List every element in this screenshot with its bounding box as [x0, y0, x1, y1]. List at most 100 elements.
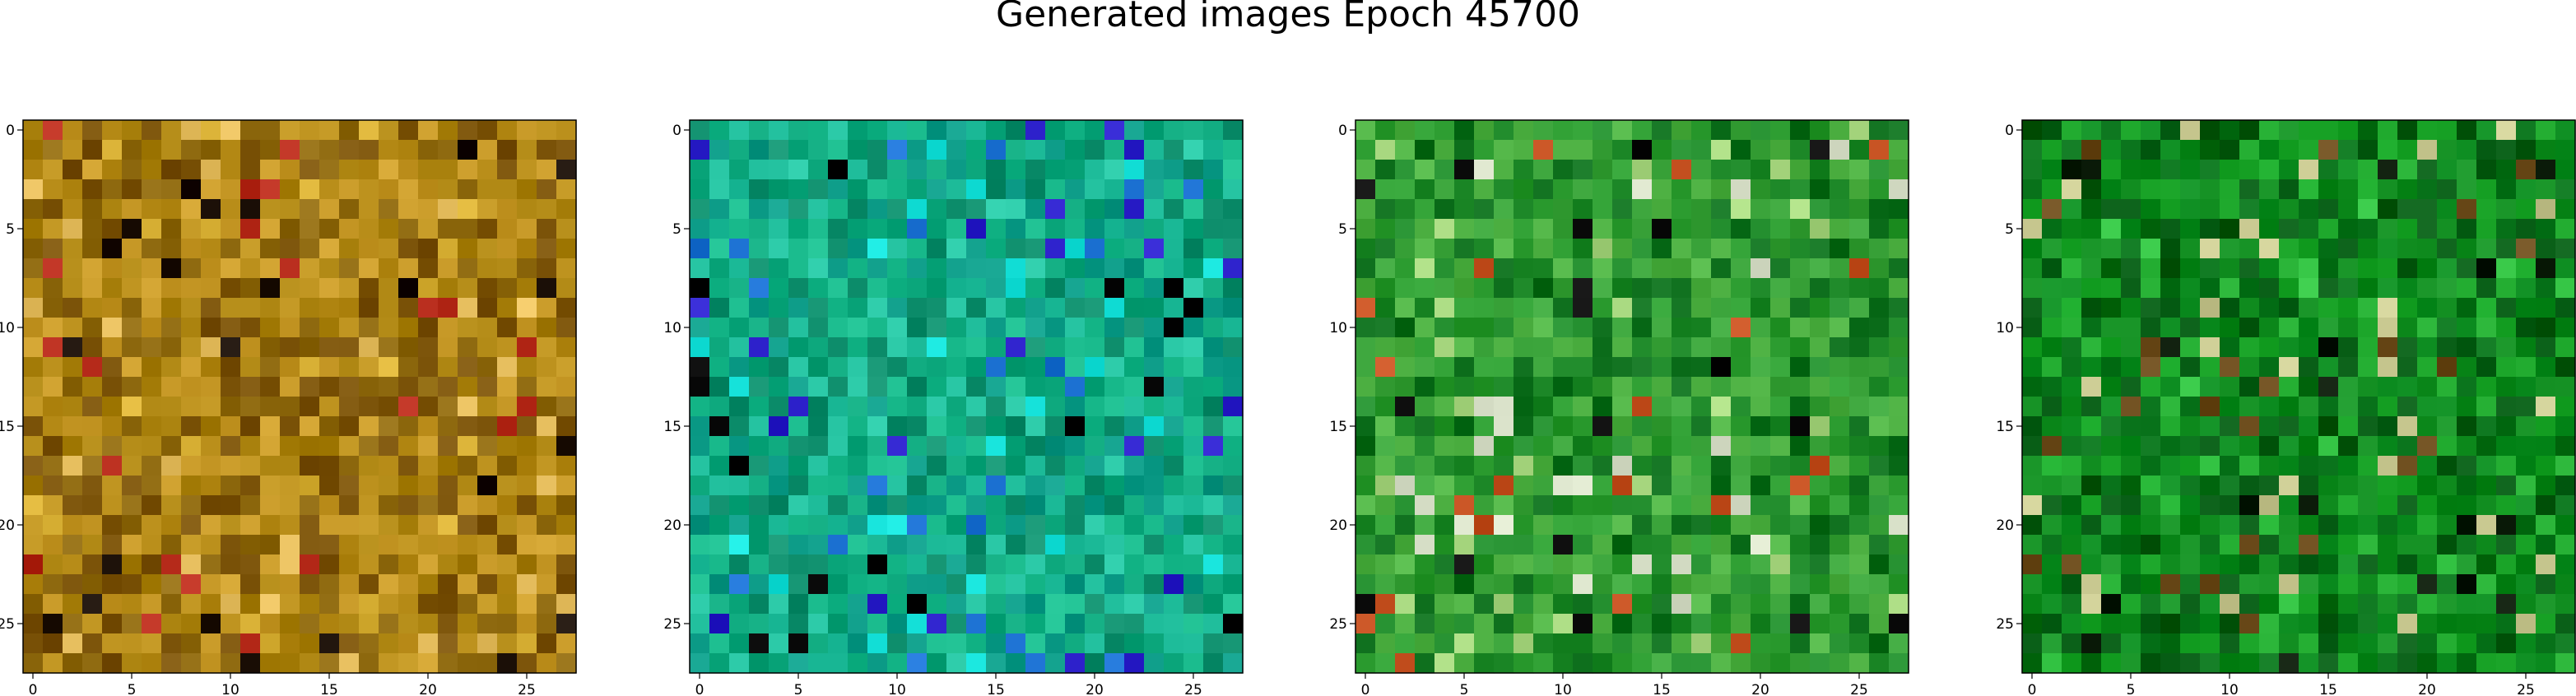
- pixel-cell: [1494, 258, 1514, 279]
- pixel-cell: [867, 337, 888, 358]
- pixel-cell: [2555, 554, 2576, 575]
- pixel-cell: [1203, 574, 1224, 595]
- pixel-cell: [1790, 476, 1811, 496]
- pixel-cell: [1553, 495, 1574, 516]
- pixel-cell: [2417, 140, 2438, 160]
- pixel-cell: [517, 554, 537, 575]
- pixel-cell: [2022, 416, 2043, 437]
- pixel-cell: [1124, 298, 1145, 318]
- pixel-cell: [2417, 160, 2438, 180]
- pixel-cell: [1454, 594, 1475, 615]
- pixel-cell: [2239, 120, 2260, 141]
- pixel-cell: [1065, 495, 1086, 516]
- pixel-cell: [1375, 456, 1396, 476]
- pixel-cell: [122, 476, 142, 496]
- pixel-cell: [359, 239, 379, 259]
- pixel-cell: [1810, 614, 1830, 634]
- pixel-cell: [102, 574, 123, 595]
- pixel-cell: [398, 633, 419, 654]
- pixel-cell: [2397, 377, 2418, 397]
- pixel-cell: [2378, 495, 2398, 516]
- pixel-cell: [398, 278, 419, 299]
- pixel-cell: [359, 456, 379, 476]
- pixel-cell: [1025, 397, 1046, 417]
- pixel-cell: [1375, 476, 1396, 496]
- pixel-cell: [517, 298, 537, 318]
- pixel-cell: [2476, 120, 2497, 141]
- pixel-cell: [729, 258, 750, 279]
- pixel-cell: [2318, 357, 2339, 378]
- pixel-cell: [517, 476, 537, 496]
- pixel-cell: [221, 258, 241, 279]
- pixel-cell: [1612, 160, 1633, 180]
- pixel-cell: [556, 535, 577, 555]
- pixel-cell: [2279, 160, 2299, 180]
- pixel-cell: [418, 653, 439, 674]
- pixel-cell: [398, 120, 419, 141]
- pixel-cell: [23, 397, 44, 417]
- pixel-cell: [966, 219, 987, 239]
- pixel-cell: [418, 614, 439, 634]
- pixel-cell: [517, 377, 537, 397]
- pixel-cell: [2338, 318, 2359, 338]
- pixel-cell: [537, 614, 557, 634]
- pixel-cell: [82, 298, 103, 318]
- pixel-cell: [1104, 574, 1125, 595]
- pixel-cell: [2516, 653, 2536, 674]
- pixel-cell: [1573, 574, 1593, 595]
- pixel-cell: [1415, 554, 1435, 575]
- pixel-cell: [1415, 140, 1435, 160]
- pixel-cell: [458, 633, 478, 654]
- pixel-cell: [260, 653, 281, 674]
- pixel-cell: [1790, 515, 1811, 536]
- pixel-cell: [2437, 476, 2457, 496]
- pixel-cell: [2042, 179, 2062, 200]
- pixel-cell: [1124, 337, 1145, 358]
- pixel-cell: [418, 397, 439, 417]
- pixel-cell: [339, 653, 360, 674]
- generated-image-panel-2: 0 5 10 15 20 25 0 5 10 15 20 25: [663, 119, 1244, 696]
- pixel-cell: [1830, 397, 1850, 417]
- pixel-cell: [2220, 377, 2240, 397]
- pixel-cell: [1203, 495, 1224, 516]
- pixel-cell: [359, 219, 379, 239]
- pixel-cell: [1395, 594, 1416, 615]
- pixel-cell: [1164, 199, 1184, 220]
- pixel-cell: [23, 120, 44, 141]
- pixel-cell: [1889, 633, 1909, 654]
- pixel-cell: [458, 456, 478, 476]
- pixel-cell: [2062, 653, 2082, 674]
- pixel-cell: [2318, 594, 2339, 615]
- pixel-cell: [2180, 337, 2201, 358]
- pixel-cell: [1889, 456, 1909, 476]
- pixel-cell: [2417, 397, 2438, 417]
- pixel-cell: [477, 495, 498, 516]
- pixel-cell: [497, 120, 518, 141]
- pixel-cell: [142, 535, 162, 555]
- pixel-cell: [788, 535, 809, 555]
- pixel-cell: [181, 456, 202, 476]
- pixel-cell: [1849, 298, 1870, 318]
- pixel-cell: [201, 515, 221, 536]
- pixel-cell: [1164, 535, 1184, 555]
- pixel-cell: [1889, 495, 1909, 516]
- pixel-cell: [1355, 120, 1376, 141]
- pixel-cell: [1085, 199, 1105, 220]
- pixel-cell: [2437, 239, 2457, 259]
- pixel-cell: [260, 219, 281, 239]
- pixel-cell: [2496, 258, 2517, 279]
- pixel-cell: [1355, 633, 1376, 654]
- pixel-cell: [749, 337, 770, 358]
- pixel-cell: [1672, 357, 1692, 378]
- pixel-cell: [1849, 239, 1870, 259]
- pixel-cell: [2476, 298, 2497, 318]
- pixel-cell: [1183, 298, 1204, 318]
- x-tick-label: 15: [320, 682, 338, 696]
- pixel-cell: [1711, 160, 1732, 180]
- generated-image-panel-4: 0 5 10 15 20 25 0 5 10 15 20 25: [1996, 119, 2576, 696]
- pixel-cell: [788, 456, 809, 476]
- pixel-cell: [1632, 239, 1653, 259]
- pixel-cell: [2042, 199, 2062, 220]
- pixel-cell: [1889, 377, 1909, 397]
- pixel-cell: [1494, 278, 1514, 299]
